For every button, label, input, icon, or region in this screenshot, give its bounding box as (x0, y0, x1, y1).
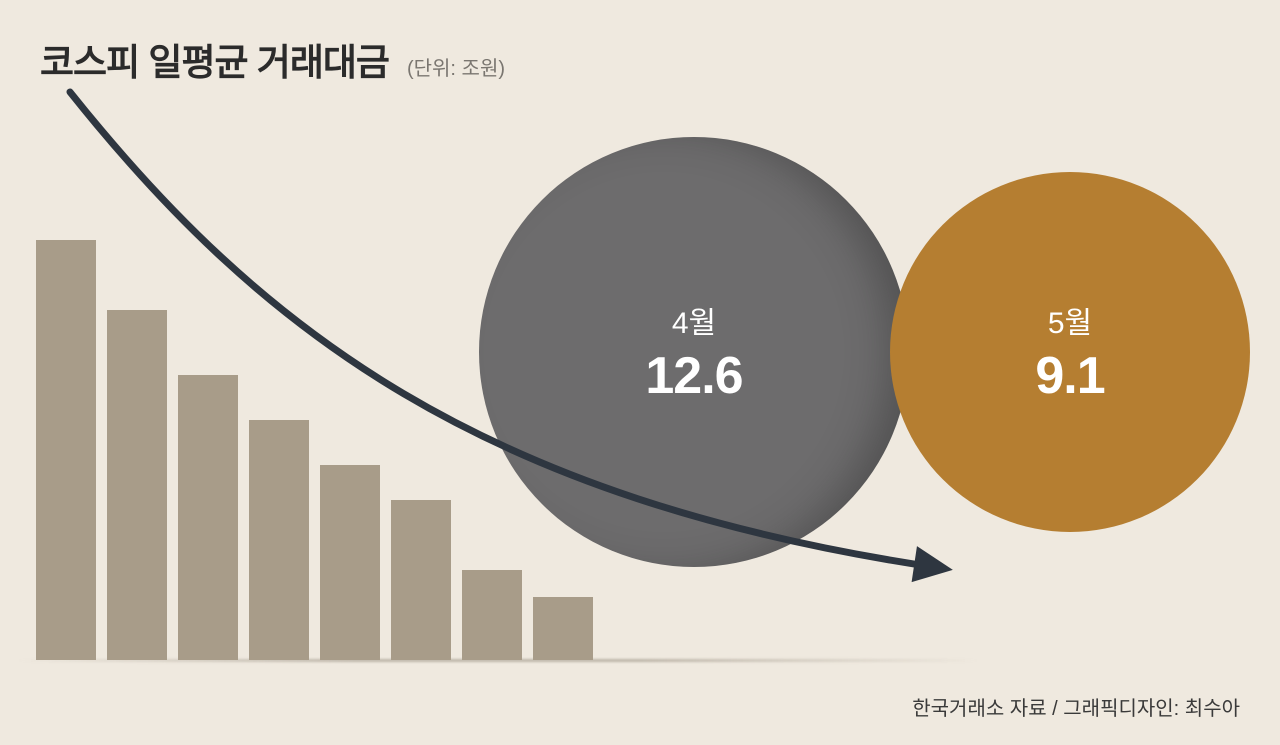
trend-arrow (60, 90, 980, 650)
title-row: 코스피 일평균 거래대금 (단위: 조원) (40, 32, 505, 86)
circle-may-month: 5월 (1048, 298, 1092, 342)
circle-may-value: 9.1 (1035, 346, 1104, 406)
chart-title: 코스피 일평균 거래대금 (40, 32, 389, 86)
credit-text: 한국거래소 자료 / 그래픽디자인: 최수아 (912, 692, 1240, 721)
chart-unit: (단위: 조원) (407, 52, 505, 81)
